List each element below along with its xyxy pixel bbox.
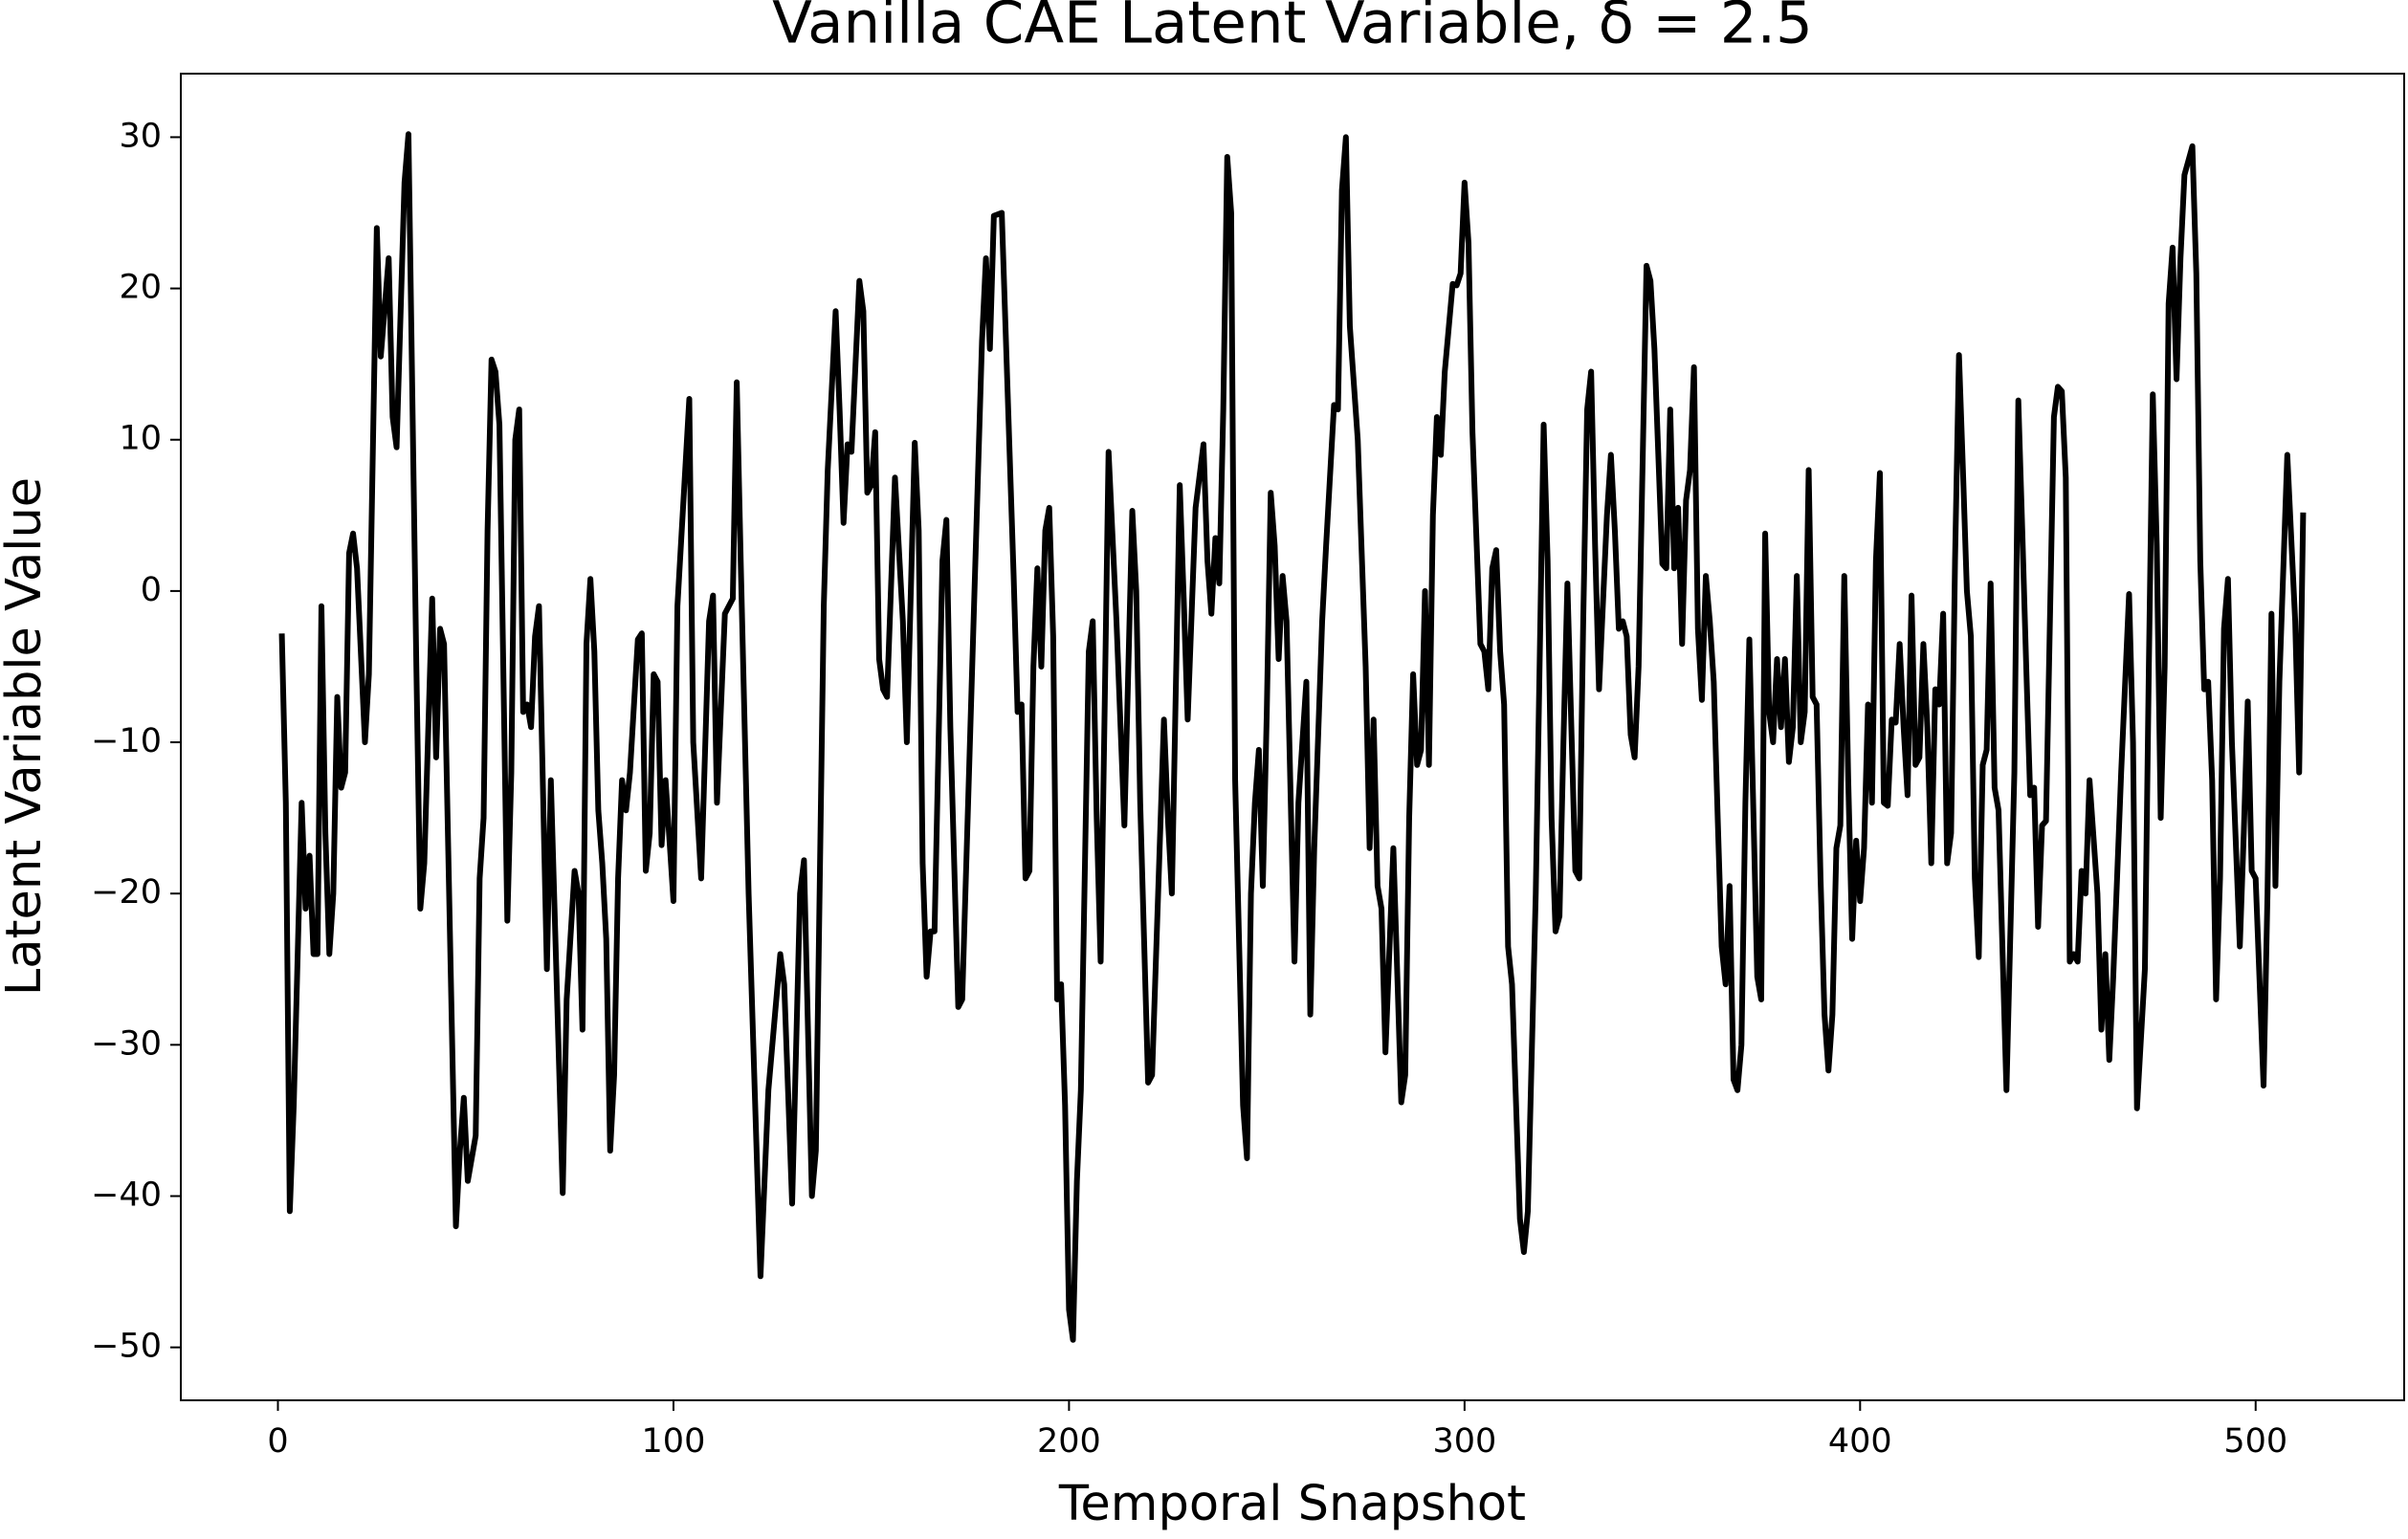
y-tick-label: −20	[91, 873, 162, 912]
chart-title: Vanilla CAE Latent Variable, δ = 2.5	[772, 0, 1813, 57]
y-tick-label: 20	[119, 269, 162, 307]
y-tick-label: −50	[91, 1328, 162, 1366]
x-tick-label: 200	[1037, 1422, 1101, 1461]
y-tick-label: −10	[91, 722, 162, 760]
y-tick-label: 0	[141, 571, 162, 609]
x-tick-label: 400	[1828, 1422, 1892, 1461]
y-tick-label: 10	[119, 420, 162, 458]
x-tick-label: 0	[267, 1422, 288, 1461]
y-axis-label: Latent Variable Value	[0, 477, 53, 996]
x-tick-label: 300	[1432, 1422, 1496, 1461]
plot-frame	[180, 73, 2405, 1401]
x-tick-label: 500	[2223, 1422, 2287, 1461]
x-tick-label: 100	[642, 1422, 706, 1461]
x-axis-label: Temporal Snapshot	[1058, 1476, 1526, 1532]
data-line	[278, 131, 2307, 1343]
y-tick-label: 30	[119, 117, 162, 155]
y-tick-label: −30	[91, 1024, 162, 1063]
y-tick-label: −40	[91, 1176, 162, 1214]
